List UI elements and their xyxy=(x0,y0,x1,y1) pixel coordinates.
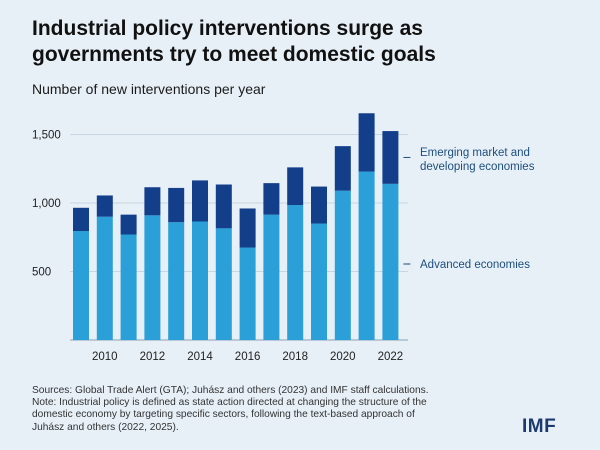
bar-advanced-2012 xyxy=(144,215,161,340)
x-tick-label: 2018 xyxy=(282,351,308,363)
x-tick-label: 2016 xyxy=(235,351,261,363)
y-tick-label: 1,500 xyxy=(32,130,61,142)
bar-advanced-2022 xyxy=(382,183,399,340)
footnote: Sources: Global Trade Alert (GTA); Juhás… xyxy=(32,385,502,434)
bar-emerging-2010 xyxy=(96,195,113,217)
bar-advanced-2010 xyxy=(96,216,113,340)
y-tick-label: 500 xyxy=(32,267,51,279)
x-tick-label: 2022 xyxy=(378,351,404,363)
bar-advanced-2017 xyxy=(263,214,280,340)
bar-emerging-2009 xyxy=(73,207,89,232)
bar-advanced-2009 xyxy=(73,231,89,340)
bar-emerging-2018 xyxy=(287,167,304,206)
bar-emerging-2022 xyxy=(382,131,399,184)
bar-emerging-2015 xyxy=(215,184,232,229)
bar-emerging-2014 xyxy=(192,180,208,222)
footnote-sources: Sources: Global Trade Alert (GTA); Juhás… xyxy=(32,385,429,396)
bar-emerging-2012 xyxy=(144,187,161,216)
x-tick-label: 2012 xyxy=(140,351,166,363)
bar-emerging-2017 xyxy=(263,183,280,215)
bar-advanced-2021 xyxy=(358,171,375,340)
imf-logo: IMF xyxy=(522,416,557,437)
x-tick-label: 2010 xyxy=(92,351,118,363)
footnote-note-line-2: domestic economy by targeting specific s… xyxy=(32,409,415,421)
bar-emerging-2013 xyxy=(168,187,185,223)
bar-advanced-2020 xyxy=(334,190,351,340)
footnote-note-line-3: Juhász and others (2022, 2025). xyxy=(32,421,179,433)
chart-title-line-2: governments try to meet domestic goals xyxy=(32,43,436,66)
bar-advanced-2018 xyxy=(287,205,304,340)
bar-advanced-2019 xyxy=(311,223,327,340)
stacked-bar-chart: 500 1,000 1,500 2010 2012 2014 2016 2018 2020 202… xyxy=(32,113,535,363)
bar-emerging-2020 xyxy=(334,146,351,191)
bar-advanced-2011 xyxy=(120,234,137,340)
bar-emerging-2011 xyxy=(120,214,137,235)
chart-title: Industrial policy interventions surge as… xyxy=(32,16,580,68)
legend-label-emerging-line-2: developing economies xyxy=(420,161,535,173)
legend-label-advanced: Advanced economies xyxy=(420,259,530,271)
bar-advanced-2014 xyxy=(192,221,208,340)
legend-label-emerging-line-1: Emerging market and xyxy=(420,147,530,159)
x-tick-label: 2014 xyxy=(187,351,213,363)
chart-title-line-1: Industrial policy interventions surge as xyxy=(32,17,423,40)
bar-advanced-2013 xyxy=(168,222,185,340)
bar-emerging-2019 xyxy=(311,186,327,224)
footnote-note-line-1: Note: Industrial policy is defined as st… xyxy=(32,397,427,409)
x-tick-label: 2020 xyxy=(330,351,356,363)
y-tick-label: 1,000 xyxy=(32,198,61,210)
bar-emerging-2021 xyxy=(358,113,375,172)
bar-advanced-2016 xyxy=(239,247,256,340)
bar-emerging-2016 xyxy=(239,208,256,248)
bar-advanced-2015 xyxy=(215,228,232,340)
chart-subtitle: Number of new interventions per year xyxy=(32,81,266,97)
